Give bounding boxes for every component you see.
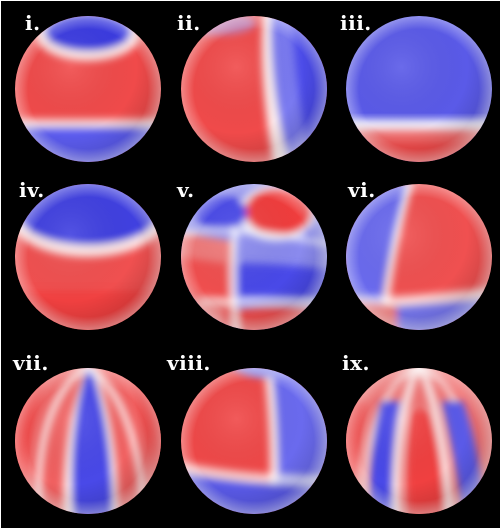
panel-label-vii: vii. — [13, 351, 49, 375]
panel-label-ii: ii. — [177, 11, 201, 35]
panel-label-i: i. — [25, 11, 41, 35]
panel-label-iii: iii. — [340, 11, 372, 35]
panel-label-vi: vi. — [348, 178, 376, 202]
panel-label-v: v. — [177, 178, 195, 202]
panel-label-ix: ix. — [342, 351, 370, 375]
panel-label-viii: viii. — [167, 351, 211, 375]
panel-label-iv: iv. — [19, 178, 45, 202]
